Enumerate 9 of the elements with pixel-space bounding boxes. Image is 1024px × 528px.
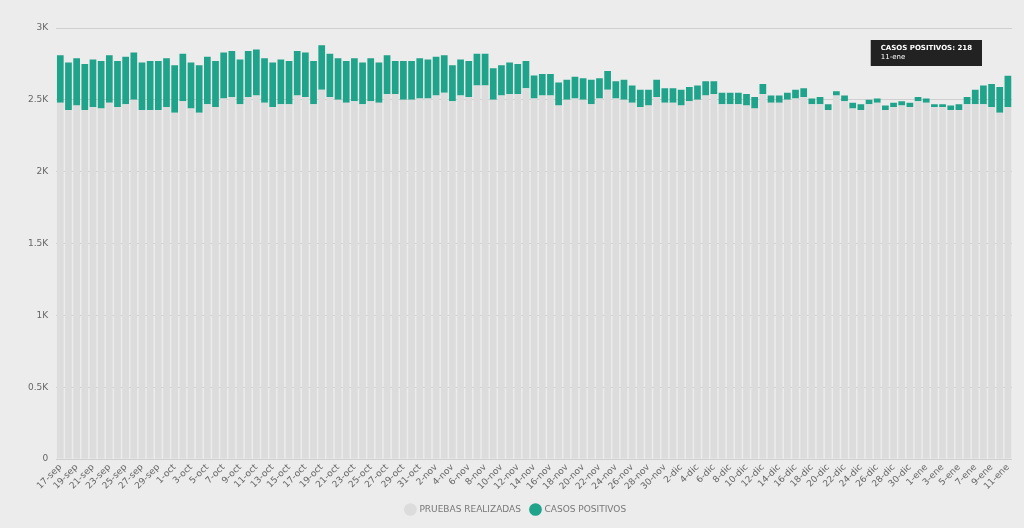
legend-label: PRUEBAS REALIZADAS — [419, 503, 522, 514]
y-tick-label: 0.5K — [28, 381, 50, 392]
y-tick-label: 1.5K — [28, 237, 50, 248]
y-tick-label: 3K — [36, 22, 50, 33]
y-tick-label: 1K — [36, 309, 50, 320]
y-tick-label: 2K — [36, 166, 50, 177]
legend-label: CASOS POSITIVOS — [544, 503, 627, 514]
y-tick-label: 0 — [42, 453, 49, 464]
y-tick-label: 2.5K — [28, 94, 50, 105]
